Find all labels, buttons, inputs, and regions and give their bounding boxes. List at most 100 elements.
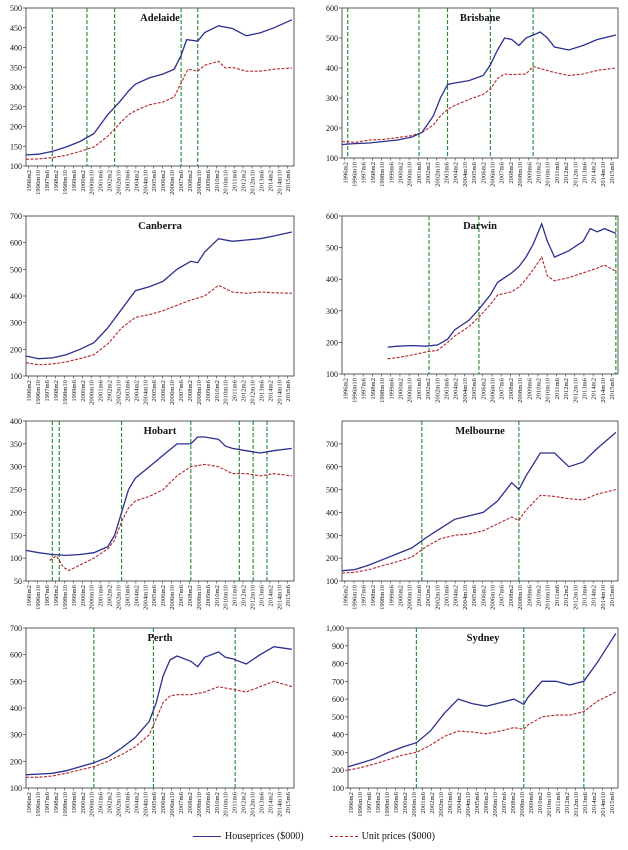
adelaide-x-tick-label: 2004m2 xyxy=(133,170,140,192)
darwin-y-tick-label: 500 xyxy=(326,244,338,253)
darwin-plot-frame xyxy=(341,215,619,375)
darwin-x-tick-label: 1999m6 xyxy=(388,377,395,399)
legend-item-house: Houseprices ($000) xyxy=(193,831,304,842)
adelaide-x-tick-label: 2008m2 xyxy=(187,170,194,192)
darwin-x-tick-label: 1996m2 xyxy=(342,378,349,400)
melbourne-x-tick-label: 2009m6 xyxy=(526,584,533,606)
hobart-x-tick-label: 2008m2 xyxy=(187,585,194,607)
hobart-y-tick-label: 150 xyxy=(10,531,22,540)
brisbane-x-tick-label: 1998m2 xyxy=(370,162,377,184)
darwin-house-price-line xyxy=(387,222,617,348)
darwin-x-tick-label: 2010m2 xyxy=(535,378,542,400)
sydney-x-tick-label: 2005m6 xyxy=(474,791,481,813)
adelaide-x-tick-label: 2013m6 xyxy=(258,169,265,191)
darwin-x-tick-label: 2008m2 xyxy=(508,378,515,400)
perth-x-tick-label: 2001m6 xyxy=(98,791,105,813)
melbourne-x-tick-label: 1998m10 xyxy=(379,584,386,610)
hobart-y-tick-label: 250 xyxy=(10,486,22,495)
adelaide-y-tick-label: 350 xyxy=(10,63,22,72)
perth-y-tick-label: 700 xyxy=(10,624,22,633)
adelaide-x-tick-label: 2006m2 xyxy=(160,170,167,192)
canberra-x-tick-label: 2004m10 xyxy=(142,379,149,405)
sydney-x-tick-label: 2006m10 xyxy=(492,791,499,817)
darwin-x-tick-label: 2014m10 xyxy=(600,377,607,403)
canberra-x-tick-label: 2005m6 xyxy=(151,379,158,401)
sydney-y-tick-label: 500 xyxy=(332,713,344,722)
brisbane-x-tick-label: 2004m2 xyxy=(453,162,460,184)
brisbane-x-tick-label: 1997m6 xyxy=(361,161,368,183)
melbourne-y-tick-label: 600 xyxy=(326,463,338,472)
darwin-x-tick-label: 2008m10 xyxy=(517,377,524,403)
melbourne-x-tick-label: 2006m2 xyxy=(480,585,487,607)
melbourne-x-tick-label: 1997m6 xyxy=(361,584,368,606)
melbourne-y-tick-label: 400 xyxy=(326,508,338,517)
darwin-x-tick-label: 1998m2 xyxy=(370,378,377,400)
hobart-x-tick-label: 1996m10 xyxy=(35,584,42,610)
adelaide-plot-frame xyxy=(25,7,295,167)
perth-x-tick-label: 2013m6 xyxy=(258,791,265,813)
melbourne-x-tick-label: 2008m10 xyxy=(517,584,524,610)
melbourne-x-tick-label: 2004m10 xyxy=(462,584,469,610)
darwin-x-tick-label: 2009m6 xyxy=(526,377,533,399)
hobart-y-tick-label: 100 xyxy=(10,554,22,563)
perth-x-tick-label: 2002m2 xyxy=(107,792,114,814)
adelaide-x-tick-label: 2009m6 xyxy=(205,169,212,191)
darwin-y-tick-label: 200 xyxy=(326,338,338,347)
perth-x-tick-label: 1997m6 xyxy=(44,791,51,813)
sydney-panel-title: Sydney xyxy=(467,633,500,644)
hobart-x-tick-label: 2004m10 xyxy=(142,584,149,610)
hobart-x-tick-label: 2008m10 xyxy=(196,584,203,610)
sydney-x-tick-label: 2004m2 xyxy=(456,792,463,814)
hobart-x-tick-label: 1998m10 xyxy=(62,584,69,610)
canberra-x-tick-label: 2012m10 xyxy=(250,379,257,405)
melbourne-x-tick-label: 2012m2 xyxy=(563,585,570,607)
perth-x-tick-label: 2000m10 xyxy=(89,791,96,817)
perth-x-tick-label: 2000m2 xyxy=(80,792,87,814)
melbourne-x-tick-label: 2008m2 xyxy=(508,585,515,607)
hobart-plot-frame xyxy=(25,420,295,582)
hobart-unit-price-line xyxy=(49,463,292,572)
perth-house-price-line xyxy=(25,646,292,776)
melbourne-x-tick-label: 2010m10 xyxy=(545,584,552,610)
melbourne-x-tick-label: 2010m2 xyxy=(535,585,542,607)
canberra-x-tick-label: 2000m2 xyxy=(80,380,87,402)
canberra-x-tick-label: 2002m2 xyxy=(107,380,114,402)
brisbane-x-tick-label: 1996m10 xyxy=(351,161,358,187)
canberra-x-tick-label: 1998m2 xyxy=(53,380,60,402)
darwin-y-tick-label: 100 xyxy=(326,370,338,379)
canberra-x-tick-label: 2014m10 xyxy=(276,379,283,405)
melbourne-y-tick-label: 200 xyxy=(326,554,338,563)
hobart-x-tick-label: 2012m10 xyxy=(250,584,257,610)
perth-x-tick-label: 2003m6 xyxy=(124,791,131,813)
brisbane-x-tick-label: 2015m6 xyxy=(609,161,616,183)
canberra-x-tick-label: 2006m2 xyxy=(160,380,167,402)
brisbane-x-tick-label: 2008m2 xyxy=(508,162,515,184)
darwin-y-tick-label: 600 xyxy=(326,212,338,221)
hobart-y-tick-label: 400 xyxy=(10,417,22,426)
brisbane-x-tick-label: 2009m6 xyxy=(526,161,533,183)
sydney-x-tick-label: 2012m2 xyxy=(564,792,571,814)
darwin-x-tick-label: 1998m10 xyxy=(379,377,386,403)
sydney-plot-frame xyxy=(347,627,619,789)
brisbane-plot-frame xyxy=(341,7,619,159)
sydney-x-tick-label: 2001m6 xyxy=(420,791,427,813)
adelaide-y-tick-label: 500 xyxy=(10,4,22,13)
brisbane-x-tick-label: 1996m2 xyxy=(342,162,349,184)
melbourne-y-tick-label: 500 xyxy=(326,486,338,495)
hobart-x-tick-label: 2013m6 xyxy=(258,584,265,606)
hobart-y-tick-label: 50 xyxy=(14,577,22,586)
perth-x-tick-label: 2011m6 xyxy=(232,791,239,813)
adelaide-x-tick-label: 2014m10 xyxy=(276,169,283,195)
melbourne-x-tick-label: 1996m10 xyxy=(351,584,358,610)
brisbane-panel-title: Brisbane xyxy=(460,13,501,24)
hobart-x-tick-label: 2000m2 xyxy=(80,585,87,607)
hobart-x-tick-label: 2006m10 xyxy=(169,584,176,610)
hobart-x-tick-label: 2003m6 xyxy=(124,584,131,606)
perth-x-tick-label: 2005m6 xyxy=(151,791,158,813)
brisbane-x-tick-label: 2000m2 xyxy=(397,162,404,184)
melbourne-x-tick-label: 2002m2 xyxy=(425,585,432,607)
canberra-x-tick-label: 2003m6 xyxy=(124,379,131,401)
adelaide-x-tick-label: 2008m10 xyxy=(196,169,203,195)
